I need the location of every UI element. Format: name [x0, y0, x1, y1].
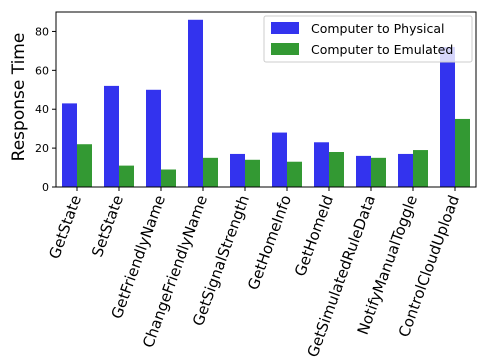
bar-computer-to-emulated-control-cloud-upload: [455, 118, 470, 187]
bar-computer-to-emulated-set-state: [119, 165, 134, 187]
y-tick-label: 60: [35, 64, 49, 77]
bar-computer-to-emulated-get-simulated-rule-data: [371, 157, 386, 187]
bar-computer-to-emulated-get-home-info: [287, 161, 302, 187]
legend: Computer to Physical Computer to Emulate…: [263, 15, 473, 63]
bar-computer-to-emulated-get-state: [77, 144, 92, 187]
bar-computer-to-physical-change-friendly-name: [188, 19, 203, 188]
bar-computer-to-physical-notify-manual-toggle: [398, 153, 413, 187]
legend-label-computer-to-emulated: Computer to Emulated: [311, 42, 453, 57]
bar-computer-to-emulated-get-signal-strength: [245, 159, 260, 187]
x-tick-label-get-home-info: GetHomeInfo: [244, 193, 295, 293]
bar-computer-to-physical-get-state: [62, 103, 77, 187]
bars-layer: [62, 19, 470, 188]
bar-computer-to-physical-get-simulated-rule-data: [356, 155, 371, 187]
y-axis-label: Response Time: [9, 33, 29, 162]
bar-computer-to-emulated-get-friendly-name: [161, 169, 176, 187]
x-tick-label-get-home-id: GetHomeId: [291, 193, 337, 279]
legend-swatch-computer-to-emulated: [271, 43, 299, 55]
legend-swatch-computer-to-physical: [271, 22, 299, 34]
bar-computer-to-physical-set-state: [104, 85, 119, 187]
bar-computer-to-physical-control-cloud-upload: [440, 47, 455, 187]
y-tick-label: 0: [42, 181, 49, 194]
bar-computer-to-physical-get-signal-strength: [230, 153, 245, 187]
x-tick-label-set-state: SetState: [88, 193, 127, 260]
y-tick-label: 20: [35, 142, 49, 155]
plot-frame: [55, 11, 477, 188]
y-tick-label: 40: [35, 103, 49, 116]
bar-computer-to-physical-get-home-id: [314, 142, 329, 187]
bar-computer-to-physical-get-friendly-name: [146, 89, 161, 187]
legend-label-computer-to-physical: Computer to Physical: [311, 21, 444, 36]
legend-box: [263, 15, 473, 63]
x-tick-label-get-state: GetState: [45, 193, 85, 262]
bar-computer-to-physical-get-home-info: [272, 132, 287, 187]
y-ticks: 0 20 40 60 80: [35, 25, 56, 194]
y-tick-label: 80: [35, 25, 49, 38]
x-ticks: GetState SetStateGetFriendlyNameChangeFri…: [45, 187, 463, 360]
bar-computer-to-emulated-change-friendly-name: [203, 157, 218, 187]
bar-computer-to-emulated-get-home-id: [329, 152, 344, 187]
bar-computer-to-emulated-notify-manual-toggle: [413, 150, 428, 187]
